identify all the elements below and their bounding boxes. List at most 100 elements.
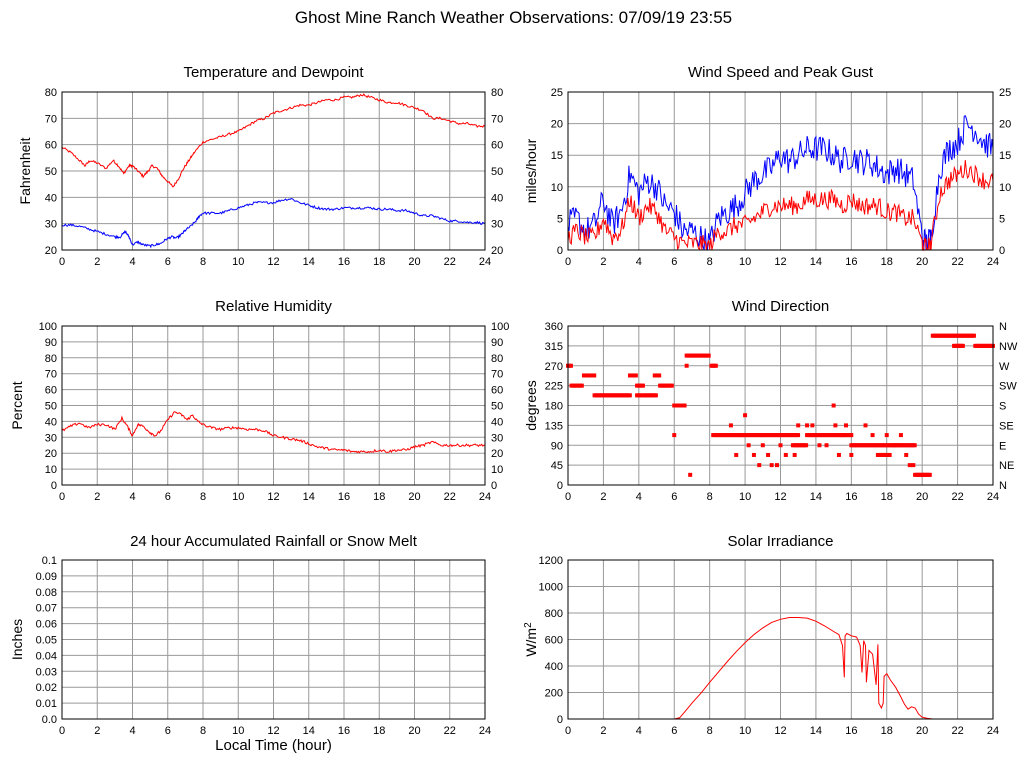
- wdir-point: [778, 443, 783, 448]
- solar-ytick-label: 0: [557, 714, 563, 726]
- rh-xtick-label: 10: [232, 491, 244, 503]
- temp-series-line-0: [61, 93, 486, 188]
- wdir-ytick-right-label: SE: [999, 420, 1014, 432]
- wdir-ytick-label: 360: [545, 321, 563, 333]
- rain-xtick-label: 18: [373, 725, 385, 737]
- wdir-point: [751, 452, 756, 457]
- rh-xtick-label: 14: [303, 491, 315, 503]
- wind-ylabel: miles/hour: [523, 138, 539, 203]
- wdir-point: [849, 452, 854, 457]
- rain-ytick-label: 0.06: [36, 619, 57, 631]
- rain-ytick-label: 0.08: [36, 587, 57, 599]
- wind-ytick-right-label: 25: [999, 87, 1011, 99]
- wdir-point: [870, 433, 875, 438]
- rain-ylabel: Inches: [9, 619, 25, 660]
- wind-ytick-label: 0: [557, 245, 563, 257]
- temp-ytick-right-label: 60: [491, 140, 503, 152]
- rain-ytick-label: 0.01: [36, 698, 57, 710]
- rh-ytick-label: 90: [45, 337, 57, 349]
- temp-xtick-label: 2: [94, 256, 100, 268]
- temp-xtick-label: 16: [338, 256, 350, 268]
- wind-ytick-right-label: 15: [999, 150, 1011, 162]
- wdir-xtick-label: 22: [951, 491, 963, 503]
- wdir-point: [592, 373, 597, 378]
- wind-plot-frame: [567, 91, 994, 251]
- wind-ytick-right-label: 0: [999, 245, 1005, 257]
- temp-ytick-label: 60: [45, 140, 57, 152]
- solar-plot-frame: [567, 559, 994, 720]
- rain-xtick-label: 16: [338, 725, 350, 737]
- wdir-point: [805, 423, 810, 428]
- solar-xtick-label: 8: [707, 725, 713, 737]
- temp-ytick-right-label: 30: [491, 219, 503, 231]
- wind-chart-title: Wind Speed and Peak Gust: [687, 64, 874, 81]
- wdir-point: [955, 343, 960, 348]
- wind-xtick-label: 14: [810, 256, 822, 268]
- wdir-ytick-label: 90: [551, 440, 563, 452]
- wdir-point: [688, 472, 693, 477]
- rain-xtick-label: 24: [479, 725, 491, 737]
- wdir-xtick-label: 8: [707, 491, 713, 503]
- rain-ytick-label: 0.09: [36, 571, 57, 583]
- wind-xtick-label: 4: [636, 256, 642, 268]
- wind-ytick-right-label: 5: [999, 213, 1005, 225]
- rain-chart-title: 24 hour Accumulated Rainfall or Snow Mel…: [130, 533, 417, 550]
- temp-chart-title: Temperature and Dewpoint: [183, 64, 364, 81]
- wind-series-line-0: [567, 115, 994, 251]
- solar-xtick-label: 12: [774, 725, 786, 737]
- rain-ytick-label: 0.05: [36, 635, 57, 647]
- wdir-xtick-label: 18: [881, 491, 893, 503]
- wdir-point: [669, 383, 674, 388]
- wdir-plot-frame: [567, 325, 994, 486]
- wdir-ytick-label: 315: [545, 341, 563, 353]
- rain-xtick-label: 8: [200, 725, 206, 737]
- rain-xtick-label: 4: [129, 725, 135, 737]
- wind-ytick-label: 25: [551, 87, 563, 99]
- wdir-ytick-right-label: S: [999, 401, 1006, 413]
- rain-ytick-label: 0.02: [36, 682, 57, 694]
- x-axis-label: Local Time (hour): [215, 737, 332, 754]
- rain-xtick-label: 0: [59, 725, 65, 737]
- rh-ytick-label: 60: [45, 385, 57, 397]
- wdir-point: [927, 472, 932, 477]
- wdir-xtick-label: 0: [565, 491, 571, 503]
- wdir-point: [907, 463, 912, 468]
- wdir-xtick-label: 14: [810, 491, 822, 503]
- wdir-point: [633, 373, 638, 378]
- wind-ytick-label: 20: [551, 119, 563, 131]
- rain-ytick-label: 0.07: [36, 603, 57, 615]
- wdir-ytick-right-label: N: [999, 480, 1007, 492]
- wdir-point: [904, 452, 909, 457]
- temp-ytick-right-label: 40: [491, 192, 503, 204]
- temp-xtick-label: 4: [129, 256, 135, 268]
- rain-xtick-label: 22: [444, 725, 456, 737]
- wdir-point: [743, 413, 748, 418]
- wind-xtick-label: 22: [951, 256, 963, 268]
- solar-xtick-label: 16: [845, 725, 857, 737]
- wdir-xtick-label: 16: [845, 491, 857, 503]
- rh-ytick-label: 40: [45, 416, 57, 428]
- wdir-xtick-label: 20: [916, 491, 928, 503]
- temp-ytick-right-label: 80: [491, 87, 503, 99]
- wdir-point: [863, 423, 868, 428]
- wdir-point: [884, 433, 889, 438]
- solar-xtick-label: 20: [916, 725, 928, 737]
- rain-xtick-label: 14: [303, 725, 315, 737]
- solar-xtick-label: 24: [987, 725, 999, 737]
- rain-xtick-label: 2: [94, 725, 100, 737]
- temp-xtick-label: 22: [444, 256, 456, 268]
- wdir-point: [796, 423, 801, 428]
- wdir-ytick-right-label: NW: [999, 341, 1018, 353]
- wdir-point: [959, 343, 964, 348]
- rh-xtick-label: 24: [479, 491, 491, 503]
- wdir-point: [887, 452, 892, 457]
- rh-xtick-label: 12: [267, 491, 279, 503]
- temp-ytick-label: 50: [45, 166, 57, 178]
- rh-ytick-right-label: 0: [491, 480, 497, 492]
- wind-ytick-label: 15: [551, 150, 563, 162]
- wdir-point: [640, 383, 645, 388]
- solar-ylabel: W/m2: [523, 622, 540, 657]
- solar-ytick-label: 800: [545, 608, 563, 620]
- solar-chart-title: Solar Irradiance: [727, 533, 834, 550]
- wind-xtick-label: 2: [600, 256, 606, 268]
